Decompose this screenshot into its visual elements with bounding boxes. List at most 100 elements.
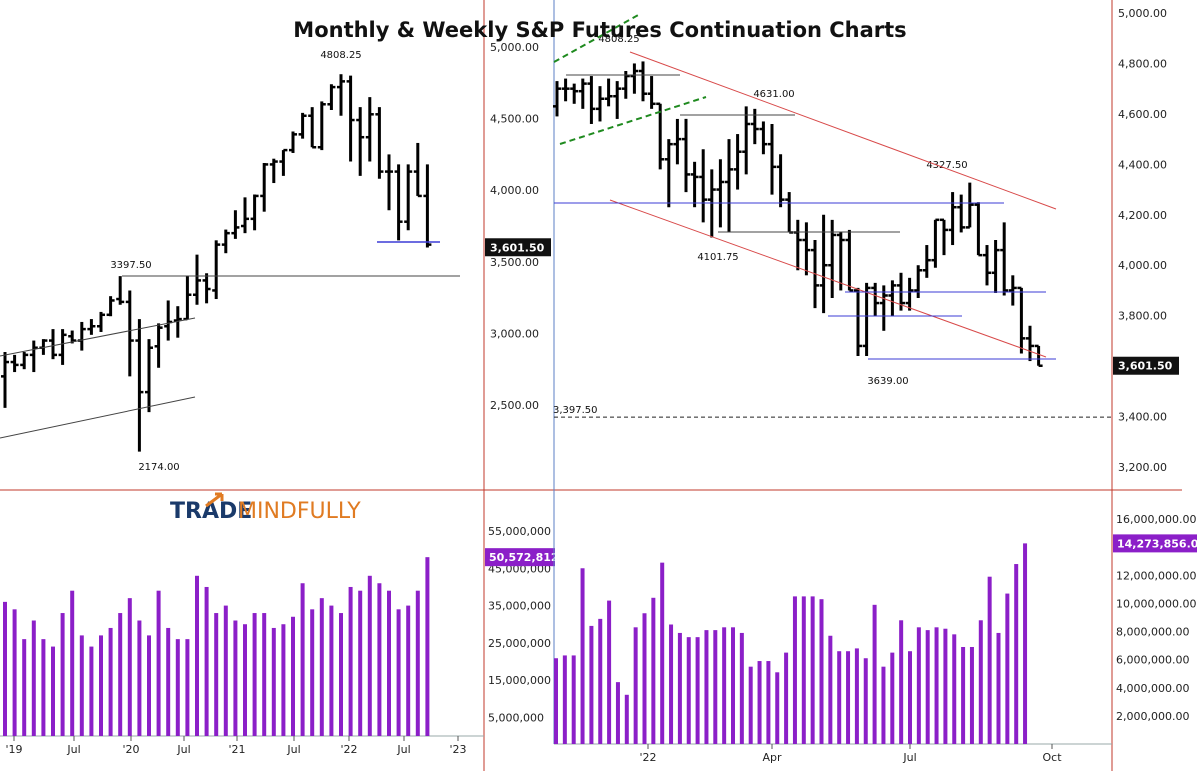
price-tick-label: 3,500.00 — [490, 256, 539, 269]
volume-bar — [677, 632, 682, 744]
x-tick-label: '21 — [228, 743, 245, 756]
volume-bar — [348, 586, 353, 736]
volume-bar — [987, 576, 992, 744]
volume-bar — [252, 613, 257, 736]
logo-arrow-icon — [205, 492, 224, 508]
last-price-tag — [1113, 356, 1179, 375]
volume-bar — [185, 639, 190, 736]
volume-bar — [766, 661, 771, 744]
volume-bar — [310, 609, 315, 736]
volume-bar — [31, 620, 36, 736]
volume-bar — [60, 613, 65, 736]
trend-line — [0, 317, 196, 357]
volume-bar — [916, 627, 921, 744]
volume-bar — [339, 613, 343, 736]
volume-bar — [204, 586, 209, 736]
volume-bar — [89, 646, 94, 736]
volume-bar — [881, 666, 886, 744]
volume-bar — [686, 637, 691, 744]
volume-bar — [854, 648, 859, 744]
x-tick-label: Apr — [762, 751, 782, 764]
price-annotation: 4327.50 — [926, 160, 967, 171]
volume-tick-label: 12,000,000.00 — [1116, 569, 1196, 582]
volume-bar — [243, 624, 247, 736]
volume-bar — [925, 630, 930, 744]
volume-bar — [99, 635, 103, 736]
volume-bar — [633, 627, 638, 744]
volume-bar — [996, 632, 1001, 744]
volume-bar — [961, 646, 966, 744]
volume-bar — [300, 583, 305, 736]
price-tick-label: 3,400.00 — [1118, 411, 1167, 424]
volume-bar — [775, 672, 780, 744]
trend-line-green — [559, 96, 707, 145]
channel-upper-line — [629, 51, 1057, 210]
volume-tick-label: 35,000,000 — [488, 600, 551, 613]
volume-bar — [79, 635, 84, 736]
volume-bar — [704, 630, 709, 744]
volume-bar — [562, 655, 567, 744]
price-annotation: 3397.50 — [110, 260, 151, 271]
volume-bar — [396, 609, 401, 736]
volume-bar — [810, 596, 815, 744]
volume-tick-label: 10,000,000.00 — [1116, 597, 1196, 610]
last-volume-label: 14,273,856.00 — [1117, 537, 1200, 550]
volume-bar — [127, 598, 132, 736]
volume-bar — [571, 655, 576, 744]
volume-tick-label: 5,000,000 — [488, 711, 544, 724]
volume-bar — [952, 634, 957, 744]
price-tick-label: 3,000.00 — [490, 327, 539, 340]
volume-bar — [819, 599, 824, 744]
price-annotation: 4101.75 — [697, 252, 738, 263]
last-price-tag — [485, 238, 551, 257]
x-tick-label: Jul — [286, 743, 300, 756]
volume-bar — [978, 620, 983, 744]
volume-bar — [41, 639, 46, 736]
volume-bar — [660, 562, 665, 744]
volume-bar — [792, 596, 797, 744]
volume-bar — [872, 604, 877, 744]
volume-bar — [195, 575, 199, 736]
volume-bar — [669, 624, 674, 744]
volume-bar — [624, 694, 629, 744]
volume-bar — [642, 613, 647, 744]
x-tick-label: '19 — [5, 743, 22, 756]
volume-bar — [281, 624, 286, 736]
volume-tick-label: 55,000,000 — [488, 525, 551, 538]
last-volume-tag — [1113, 534, 1197, 553]
volume-bar — [934, 627, 939, 744]
volume-bar — [233, 620, 238, 736]
volume-bar — [377, 583, 382, 736]
volume-bar — [713, 630, 718, 744]
x-tick-label: Jul — [902, 751, 916, 764]
volume-bar — [731, 627, 735, 744]
volume-tick-label: 4,000,000.00 — [1116, 682, 1189, 695]
price-tick-label: 4,200.00 — [1118, 209, 1167, 222]
volume-bar — [890, 652, 895, 744]
x-tick-label: '20 — [122, 743, 139, 756]
volume-bar — [291, 616, 295, 736]
volume-bar — [580, 568, 585, 744]
volume-bar — [1023, 543, 1028, 744]
volume-bar — [147, 635, 151, 736]
volume-bar — [387, 590, 391, 736]
volume-bar — [319, 598, 324, 736]
volume-tick-label: 6,000,000.00 — [1116, 654, 1189, 667]
volume-tick-label: 15,000,000 — [488, 674, 551, 687]
price-annotation: 4631.00 — [753, 89, 794, 100]
volume-tick-label: 16,000,000.00 — [1116, 513, 1196, 526]
volume-bar — [367, 575, 372, 736]
volume-bar — [554, 658, 558, 744]
volume-tick-label: 8,000,000.00 — [1116, 626, 1189, 639]
volume-bar — [271, 627, 276, 736]
volume-bar — [615, 682, 620, 744]
price-tick-label: 5,000.00 — [490, 41, 539, 54]
trend-line — [0, 396, 196, 439]
volume-bar — [3, 601, 7, 736]
last-price-label: 3,601.50 — [1118, 360, 1173, 373]
volume-bar — [22, 639, 27, 736]
volume-bar — [137, 620, 142, 736]
reference-level-label: 3,397.50 — [553, 405, 598, 416]
volume-bar — [969, 646, 974, 744]
